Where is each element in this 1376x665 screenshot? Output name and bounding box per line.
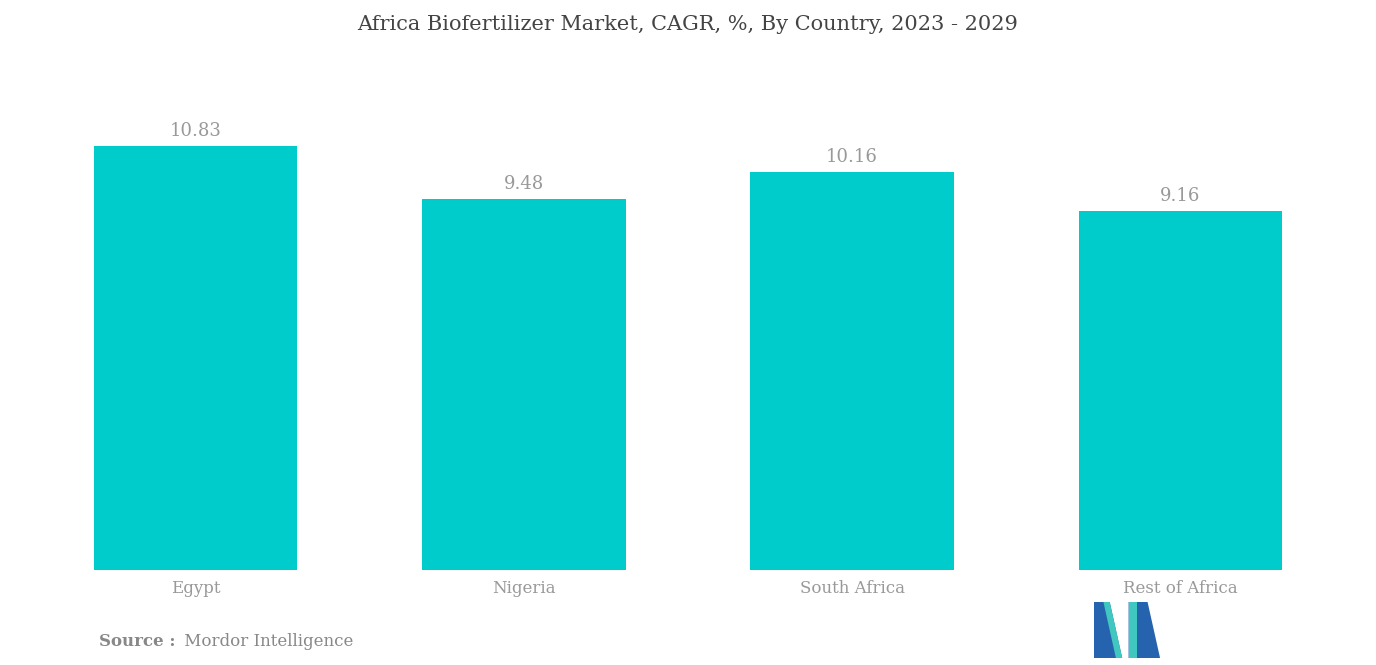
Text: 10.16: 10.16 <box>826 148 878 166</box>
Text: 9.48: 9.48 <box>504 175 544 193</box>
Polygon shape <box>1094 602 1123 658</box>
Title: Africa Biofertilizer Market, CAGR, %, By Country, 2023 - 2029: Africa Biofertilizer Market, CAGR, %, By… <box>358 15 1018 34</box>
Text: Source :: Source : <box>99 633 176 650</box>
Bar <box>94 146 297 570</box>
Text: 9.16: 9.16 <box>1160 187 1201 205</box>
Polygon shape <box>1128 602 1160 658</box>
Bar <box>1079 211 1282 570</box>
Polygon shape <box>1128 602 1137 658</box>
Text: Mordor Intelligence: Mordor Intelligence <box>179 633 354 650</box>
Text: 10.83: 10.83 <box>169 122 222 140</box>
Bar <box>422 199 626 570</box>
Polygon shape <box>1104 602 1123 658</box>
Bar <box>750 172 954 570</box>
